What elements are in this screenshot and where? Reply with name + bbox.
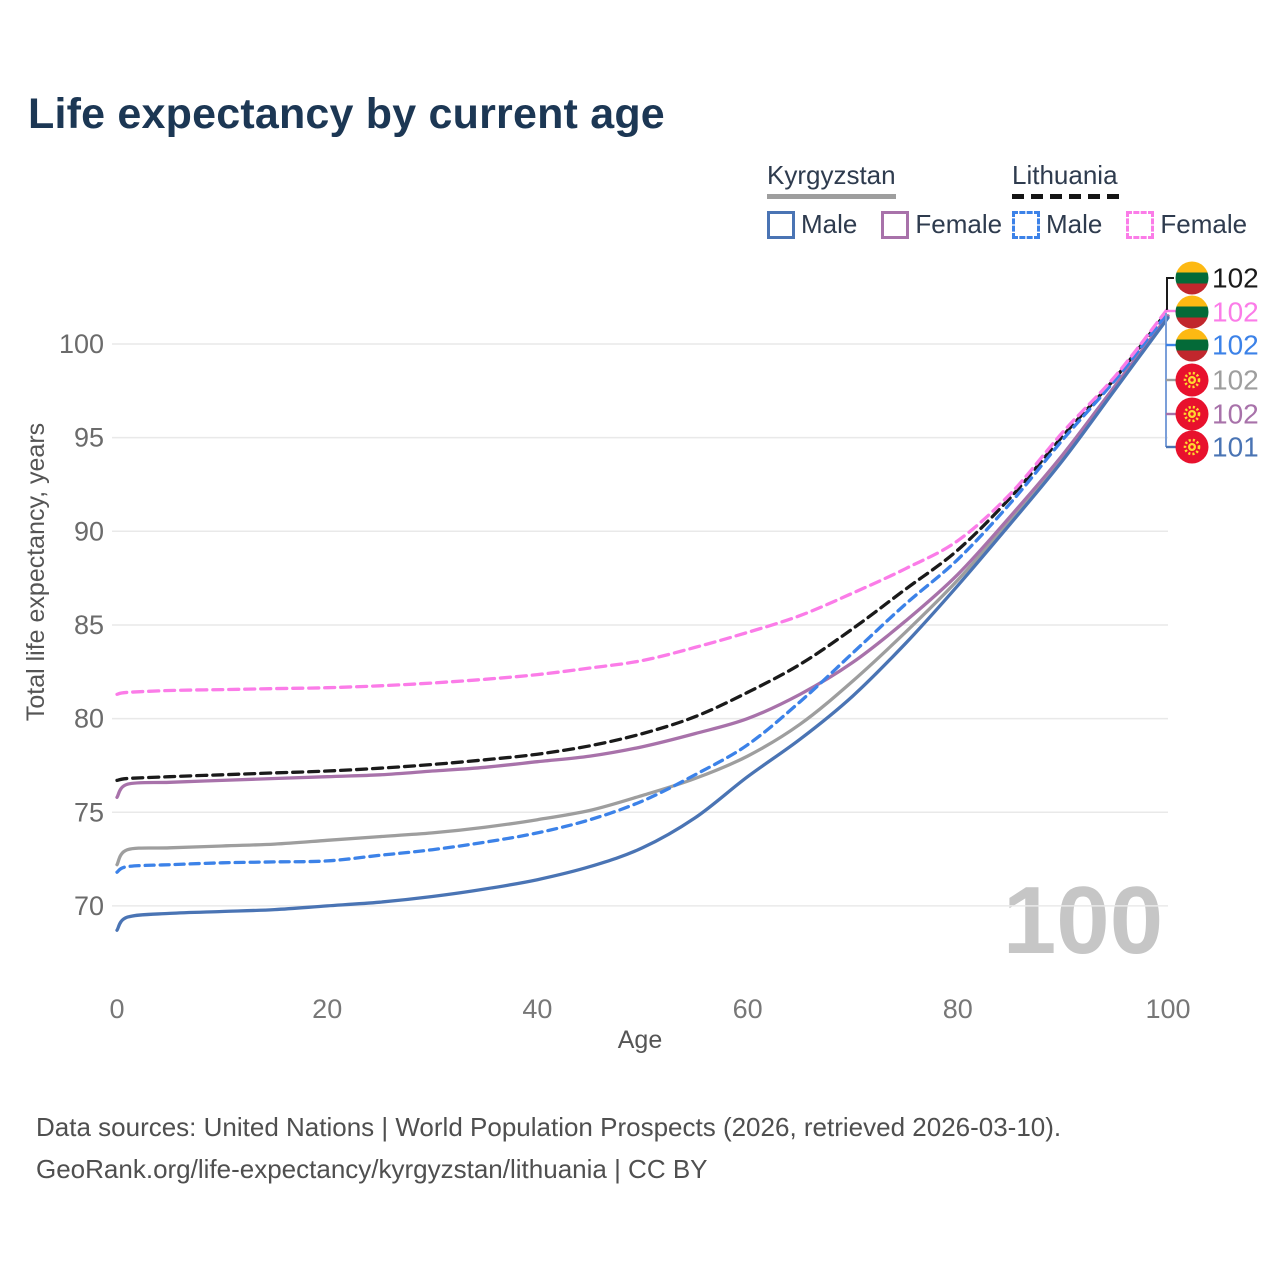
lithuania-flag-icon — [1175, 261, 1209, 295]
x-tick-label-100: 100 — [1145, 994, 1190, 1024]
curve-lt-female[interactable] — [115, 306, 1170, 696]
legend-item-lithuania-female[interactable]: Female — [1126, 209, 1247, 240]
curve-lt-male[interactable] — [115, 310, 1170, 874]
legend-swatch-lithuania-male — [1012, 210, 1040, 239]
kyrgyzstan-flag-sun-rays — [1183, 405, 1201, 423]
plot-area[interactable] — [112, 280, 1168, 936]
y-tick-label-100: 100 — [59, 329, 104, 359]
y-tick-label-75: 75 — [74, 797, 104, 827]
legend-label-kyrgyzstan-female: Female — [915, 209, 1003, 239]
kyrgyzstan-flag-tunduk — [1190, 378, 1194, 382]
end-label-kg-total: 102 — [1212, 365, 1259, 396]
x-tick-label-40: 40 — [522, 994, 552, 1024]
y-tick-label-95: 95 — [74, 423, 104, 453]
end-label-kg-female: 102 — [1212, 399, 1259, 430]
x-tick-label-20: 20 — [312, 994, 342, 1024]
legend-group-lithuania: Lithuania Male Female — [1012, 160, 1247, 240]
curve-kg-male[interactable] — [115, 316, 1170, 932]
legend-label-lithuania-male: Male — [1046, 209, 1103, 239]
curve-kg-female[interactable] — [115, 314, 1170, 799]
legend-country-kyrgyzstan[interactable]: Kyrgyzstan — [767, 160, 896, 190]
footer-attribution[interactable]: GeoRank.org/life-expectancy/kyrgyzstan/l… — [36, 1154, 708, 1184]
kyrgyzstan-flag-tunduk — [1190, 412, 1194, 416]
connector-line-lt-total — [1166, 277, 1174, 310]
lithuania-flag-icon — [1175, 328, 1209, 362]
legend-swatch-lithuania-female — [1126, 210, 1155, 239]
end-label-lt-female: 102 — [1212, 297, 1259, 328]
legend-underline-lithuania-dashed — [1012, 194, 1120, 199]
legend-country-lithuania[interactable]: Lithuania — [1012, 160, 1118, 190]
y-tick-label-85: 85 — [74, 610, 104, 640]
curve-kg-total[interactable] — [115, 314, 1170, 867]
legend-underline-kyrgyzstan-solid — [767, 194, 896, 199]
kyrgyzstan-flag-sun-rays — [1183, 438, 1201, 456]
y-axis-title: Total life expectancy, years — [22, 423, 50, 721]
legend-label-lithuania-female: Female — [1160, 209, 1248, 239]
end-label-lt-total: 102 — [1212, 263, 1259, 294]
lithuania-flag-icon — [1175, 295, 1209, 329]
legend-group-kyrgyzstan: Kyrgyzstan Male Female — [767, 160, 1002, 240]
footer-data-sources: Data sources: United Nations | World Pop… — [36, 1112, 1062, 1142]
y-tick-label-80: 80 — [74, 704, 104, 734]
legend-swatch-kyrgyzstan-male — [767, 210, 795, 239]
footer: Data sources: United Nations | World Pop… — [36, 1106, 1061, 1190]
end-label-lt-male: 102 — [1212, 330, 1259, 361]
y-tick-label-70: 70 — [74, 891, 104, 921]
x-tick-label-80: 80 — [943, 994, 973, 1024]
age-counter-watermark: 100 — [1003, 866, 1163, 976]
end-label-kg-male: 101 — [1212, 432, 1259, 463]
legend-item-lithuania-male[interactable]: Male — [1012, 209, 1102, 240]
page-title: Life expectancy by current age — [28, 90, 665, 138]
y-tick-label-90: 90 — [74, 516, 104, 546]
x-axis-title: Age — [618, 1026, 662, 1054]
x-tick-label-60: 60 — [733, 994, 763, 1024]
kyrgyzstan-flag-tunduk — [1190, 445, 1194, 449]
legend-label-kyrgyzstan-male: Male — [801, 209, 858, 239]
legend-swatch-kyrgyzstan-female — [881, 210, 910, 239]
legend-item-kyrgyzstan-male[interactable]: Male — [767, 209, 857, 240]
x-tick-label-0: 0 — [109, 994, 124, 1024]
curve-lt-total[interactable] — [115, 308, 1170, 783]
legend-item-kyrgyzstan-female[interactable]: Female — [881, 209, 1002, 240]
kyrgyzstan-flag-sun-rays — [1183, 371, 1201, 389]
